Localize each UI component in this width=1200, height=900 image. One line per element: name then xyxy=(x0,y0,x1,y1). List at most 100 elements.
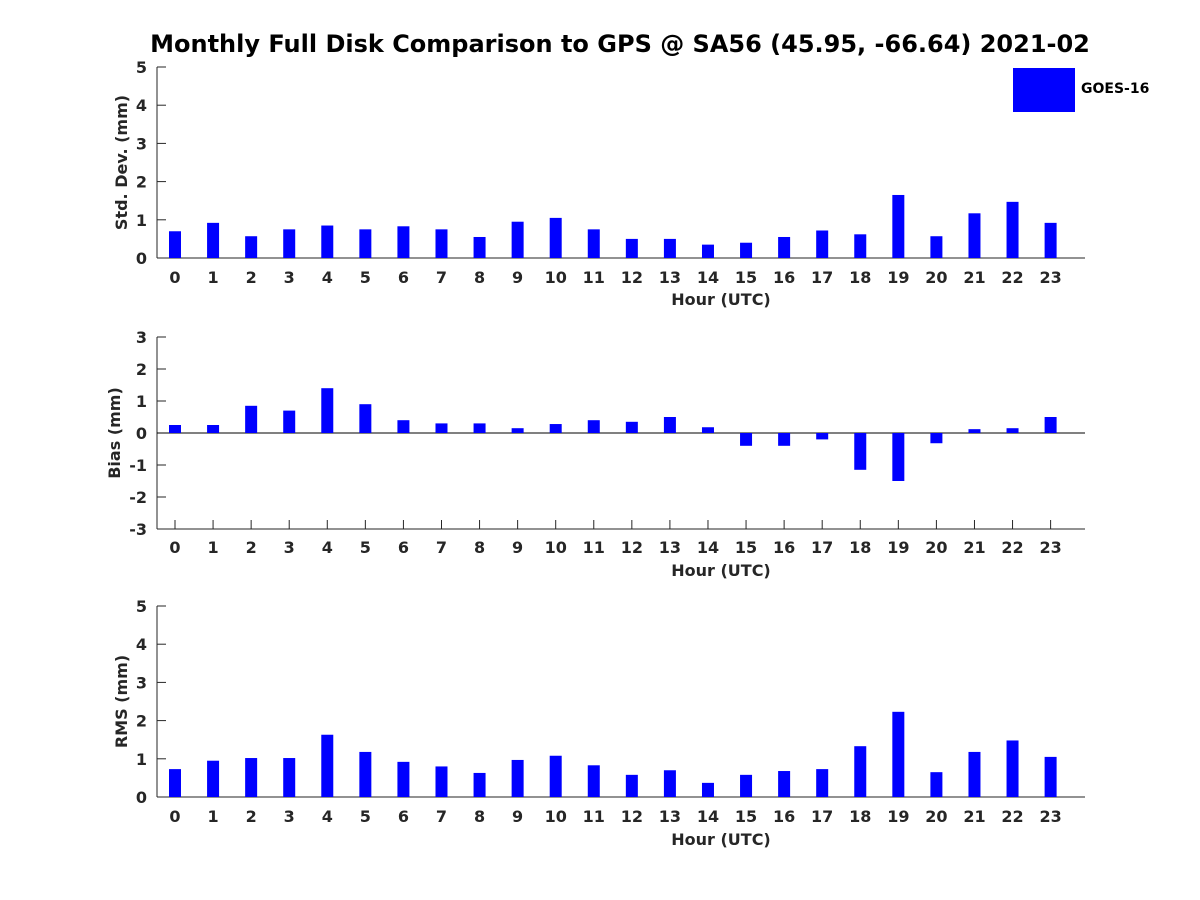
bar-hour-23 xyxy=(1044,417,1057,433)
bar-hour-11 xyxy=(587,229,600,258)
bar-hour-8 xyxy=(473,236,486,258)
x-tick-label: 16 xyxy=(773,807,795,826)
x-tick-label: 22 xyxy=(1001,268,1023,287)
bar-hour-4 xyxy=(321,734,334,797)
bar-hour-17 xyxy=(816,230,829,258)
x-tick-label: 8 xyxy=(474,538,485,557)
bar-hour-13 xyxy=(663,770,676,797)
bar-hour-0 xyxy=(169,425,181,433)
bar-hour-18 xyxy=(854,433,867,470)
x-tick-label: 11 xyxy=(583,807,605,826)
bar-hour-1 xyxy=(207,425,220,433)
bar-hour-2 xyxy=(245,405,258,433)
x-tick-label: 0 xyxy=(169,538,180,557)
y-tick-label: 4 xyxy=(136,96,147,115)
bar-hour-11 xyxy=(587,765,600,797)
bar-hour-10 xyxy=(549,755,562,797)
y-tick-label: 4 xyxy=(136,635,147,654)
y-tick-label: -3 xyxy=(129,520,147,539)
x-tick-label: 3 xyxy=(284,807,295,826)
bar-hour-4 xyxy=(321,225,334,258)
y-tick-label: 5 xyxy=(136,597,147,616)
bar-hour-6 xyxy=(397,761,410,797)
bar-hour-23 xyxy=(1044,756,1057,797)
bar-hour-21 xyxy=(968,751,981,797)
x-tick-label: 7 xyxy=(436,268,447,287)
bar-hour-16 xyxy=(778,236,791,258)
x-tick-label: 20 xyxy=(925,807,947,826)
x-tick-label: 8 xyxy=(474,268,485,287)
x-tick-label: 13 xyxy=(659,268,681,287)
y-axis-label: RMS (mm) xyxy=(112,655,131,748)
bar-hour-15 xyxy=(740,433,753,446)
x-tick-label: 14 xyxy=(697,807,719,826)
x-tick-label: 22 xyxy=(1001,538,1023,557)
x-axis-label: Hour (UTC) xyxy=(671,561,771,580)
x-tick-label: 3 xyxy=(284,268,295,287)
bar-hour-23 xyxy=(1044,222,1057,258)
x-tick-label: 2 xyxy=(246,807,257,826)
y-tick-label: 1 xyxy=(136,392,147,411)
x-tick-label: 8 xyxy=(474,807,485,826)
x-tick-label: 12 xyxy=(621,807,643,826)
bar-hour-0 xyxy=(169,769,181,797)
bar-hour-7 xyxy=(435,229,448,258)
figure-title: Monthly Full Disk Comparison to GPS @ SA… xyxy=(150,30,1090,58)
bar-hour-12 xyxy=(625,421,638,433)
bar-hour-11 xyxy=(587,420,600,433)
x-tick-label: 15 xyxy=(735,807,757,826)
y-tick-label: 0 xyxy=(136,424,147,443)
y-tick-label: 2 xyxy=(136,712,147,731)
x-axis-label: Hour (UTC) xyxy=(671,290,771,309)
x-tick-label: 11 xyxy=(583,268,605,287)
bar-hour-2 xyxy=(245,236,258,258)
bar-hour-5 xyxy=(359,404,372,433)
bar-hour-18 xyxy=(854,746,867,797)
x-tick-label: 10 xyxy=(545,268,567,287)
bar-hour-17 xyxy=(816,769,829,797)
x-tick-label: 1 xyxy=(207,807,218,826)
x-tick-label: 17 xyxy=(811,807,833,826)
bar-hour-19 xyxy=(892,711,905,797)
x-tick-label: 23 xyxy=(1039,268,1061,287)
bar-hour-14 xyxy=(701,427,714,433)
x-tick-label: 12 xyxy=(621,538,643,557)
x-tick-label: 23 xyxy=(1039,538,1061,557)
y-tick-label: 2 xyxy=(136,360,147,379)
bar-hour-12 xyxy=(625,774,638,797)
x-tick-label: 10 xyxy=(545,807,567,826)
y-tick-label: 3 xyxy=(136,673,147,692)
x-tick-label: 13 xyxy=(659,538,681,557)
bar-hour-8 xyxy=(473,772,486,797)
x-tick-label: 16 xyxy=(773,538,795,557)
bar-hour-22 xyxy=(1006,201,1019,258)
bar-hour-10 xyxy=(549,424,562,433)
x-tick-label: 1 xyxy=(207,538,218,557)
x-tick-label: 9 xyxy=(512,268,523,287)
x-tick-label: 13 xyxy=(659,807,681,826)
x-tick-label: 6 xyxy=(398,268,409,287)
x-tick-label: 11 xyxy=(583,538,605,557)
x-tick-label: 4 xyxy=(322,538,333,557)
x-tick-label: 3 xyxy=(284,538,295,557)
x-tick-label: 16 xyxy=(773,268,795,287)
x-tick-label: 19 xyxy=(887,807,909,826)
y-tick-label: 5 xyxy=(136,58,147,77)
bar-hour-21 xyxy=(968,429,981,433)
x-tick-label: 2 xyxy=(246,538,257,557)
x-tick-label: 14 xyxy=(697,268,719,287)
bar-hour-1 xyxy=(207,222,220,258)
x-tick-label: 15 xyxy=(735,538,757,557)
bar-hour-22 xyxy=(1006,740,1019,797)
x-tick-label: 12 xyxy=(621,268,643,287)
x-axis-label: Hour (UTC) xyxy=(671,830,771,849)
x-tick-label: 14 xyxy=(697,538,719,557)
y-tick-label: -2 xyxy=(129,488,147,507)
bar-hour-5 xyxy=(359,751,372,797)
bar-hour-0 xyxy=(169,231,181,258)
bar-hour-14 xyxy=(701,244,714,258)
x-tick-label: 2 xyxy=(246,268,257,287)
x-tick-label: 21 xyxy=(963,807,985,826)
